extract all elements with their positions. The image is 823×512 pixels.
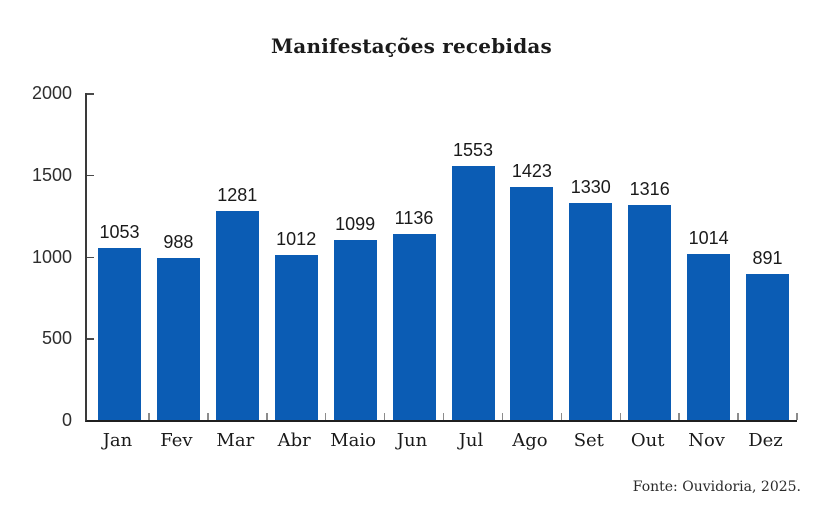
x-tick-mark (442, 413, 445, 420)
bar-nov (687, 254, 731, 420)
bar-value-label: 1330 (570, 177, 611, 197)
bar-mar (215, 211, 259, 420)
x-tick-mark (383, 413, 386, 420)
x-tick-mark (266, 413, 268, 420)
x-tick-label: Abr (277, 430, 311, 451)
bar-fev (156, 258, 200, 420)
bar-jul (451, 166, 495, 420)
y-tick-mark (87, 93, 94, 95)
x-tick-mark (619, 413, 621, 420)
bar-value-label: 1136 (394, 208, 434, 228)
y-tick-label: 1000 (31, 246, 72, 267)
x-tick-label: Out (630, 430, 665, 451)
y-tick-label: 1500 (31, 164, 72, 185)
bar-jan (98, 248, 141, 420)
x-tick-label: Fev (160, 430, 193, 451)
x-tick-mark (501, 413, 504, 420)
x-tick-mark (324, 413, 327, 420)
bar-jun (392, 234, 436, 420)
y-tick-mark (87, 256, 94, 258)
bar-abr (274, 255, 318, 420)
x-tick-label: Set (573, 430, 604, 451)
x-tick-mark (148, 413, 150, 420)
y-tick-label: 500 (41, 328, 72, 349)
x-tick-label: Ago (512, 430, 548, 451)
bar-maio (333, 240, 377, 420)
x-tick-mark (207, 413, 209, 420)
bar-value-label: 1281 (217, 185, 258, 205)
bar-value-label: 1053 (99, 222, 140, 242)
x-tick-label: Jan (102, 430, 133, 451)
x-tick-label: Jul (458, 430, 484, 451)
bar-ago (510, 187, 554, 420)
x-tick-label: Mar (216, 430, 255, 451)
bar-value-label: 988 (163, 232, 194, 252)
x-tick-mark (737, 413, 739, 420)
bar-value-label: 891 (752, 248, 783, 268)
y-tick-label: 2000 (31, 83, 72, 103)
x-tick-mark (560, 413, 563, 420)
x-tick-label: Jun (396, 430, 428, 451)
x-tick-label: Maio (330, 430, 376, 451)
y-tick-mark (87, 174, 94, 177)
bar-out (628, 205, 672, 420)
bar-set (569, 203, 613, 420)
x-tick-label: Nov (688, 430, 725, 451)
y-tick-label: 0 (61, 410, 72, 430)
x-tick-label: Dez (748, 430, 783, 451)
bar-value-label: 1014 (688, 228, 729, 248)
x-tick-mark (796, 413, 798, 420)
x-tick-mark (678, 413, 680, 420)
source-note: Fonte: Ouvidoria, 2025. (632, 479, 801, 495)
bar-dez (746, 274, 789, 420)
bar-value-label: 1012 (276, 229, 317, 249)
y-tick-mark (87, 338, 94, 340)
bar-value-label: 1553 (452, 140, 494, 160)
bar-value-label: 1099 (335, 214, 376, 234)
plot-area: 1053 988 1281 1012 1099 1136 1553 1423 1330 1316 1… (85, 93, 798, 422)
bar-value-label: 1423 (511, 161, 552, 181)
chart-title: Manifestações recebidas (270, 34, 553, 58)
bar-value-label: 1316 (629, 179, 670, 199)
